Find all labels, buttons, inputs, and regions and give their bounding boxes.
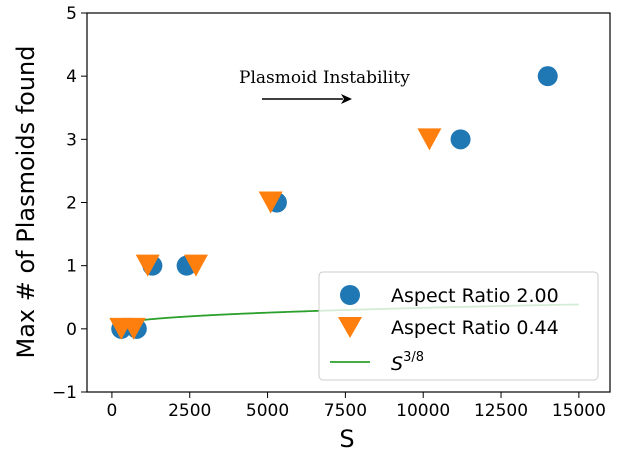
legend-circle-marker bbox=[340, 285, 360, 305]
legend-triangle-marker bbox=[338, 317, 362, 338]
annotation-arrow bbox=[262, 94, 352, 104]
point-aspect-2.00 bbox=[450, 129, 471, 150]
legend-label-aspect-0.44: Aspect Ratio 0.44 bbox=[391, 317, 559, 339]
legend-entry-aspect-0.44: Aspect Ratio 0.44 bbox=[338, 317, 559, 339]
point-aspect-0.44 bbox=[258, 191, 283, 214]
x-tick-label: 0 bbox=[106, 401, 117, 421]
point-aspect-0.44 bbox=[417, 128, 442, 151]
legend-label-aspect-2.00: Aspect Ratio 2.00 bbox=[391, 285, 559, 307]
y-tick-label: 4 bbox=[66, 67, 77, 87]
point-aspect-0.44 bbox=[135, 254, 160, 277]
x-tick-label: 2500 bbox=[168, 401, 211, 421]
point-aspect-2.00 bbox=[537, 66, 558, 87]
annotation-text: Plasmoid Instability bbox=[239, 68, 410, 88]
y-tick-label: 3 bbox=[66, 130, 77, 150]
x-tick-label: 15000 bbox=[552, 401, 606, 421]
y-tick-label: 1 bbox=[66, 257, 77, 277]
plot-area bbox=[109, 66, 579, 340]
point-aspect-0.44 bbox=[121, 317, 146, 340]
x-tick-label: 10000 bbox=[396, 401, 450, 421]
y-tick-label: 2 bbox=[66, 194, 77, 214]
axes: 0 2500 5000 7500 10000 12500 15000 −1 0 1 2 3 4 5 bbox=[52, 4, 611, 421]
y-tick-label: −1 bbox=[52, 383, 77, 403]
legend-label-s-power: S3/8 bbox=[391, 350, 424, 375]
point-aspect-0.44 bbox=[183, 254, 208, 277]
legend-entry-aspect-2.00: Aspect Ratio 2.00 bbox=[340, 285, 559, 307]
legend-frame bbox=[318, 271, 599, 381]
x-tick-label: 12500 bbox=[474, 401, 528, 421]
legend: Aspect Ratio 2.00 Aspect Ratio 0.44 S3/8 bbox=[318, 271, 599, 381]
y-axis-title: Max # of Plasmoids found bbox=[12, 46, 40, 359]
x-tick-label: 7500 bbox=[324, 401, 367, 421]
plasmoid-instability-annotation: Plasmoid Instability bbox=[239, 68, 410, 104]
legend-label-exponent: 3/8 bbox=[403, 350, 424, 365]
x-axis-title: S bbox=[339, 425, 354, 450]
x-tick-label: 5000 bbox=[246, 401, 289, 421]
y-tick-label: 0 bbox=[66, 320, 77, 340]
y-tick-label: 5 bbox=[66, 4, 77, 24]
legend-entry-s-power: S3/8 bbox=[330, 350, 424, 375]
